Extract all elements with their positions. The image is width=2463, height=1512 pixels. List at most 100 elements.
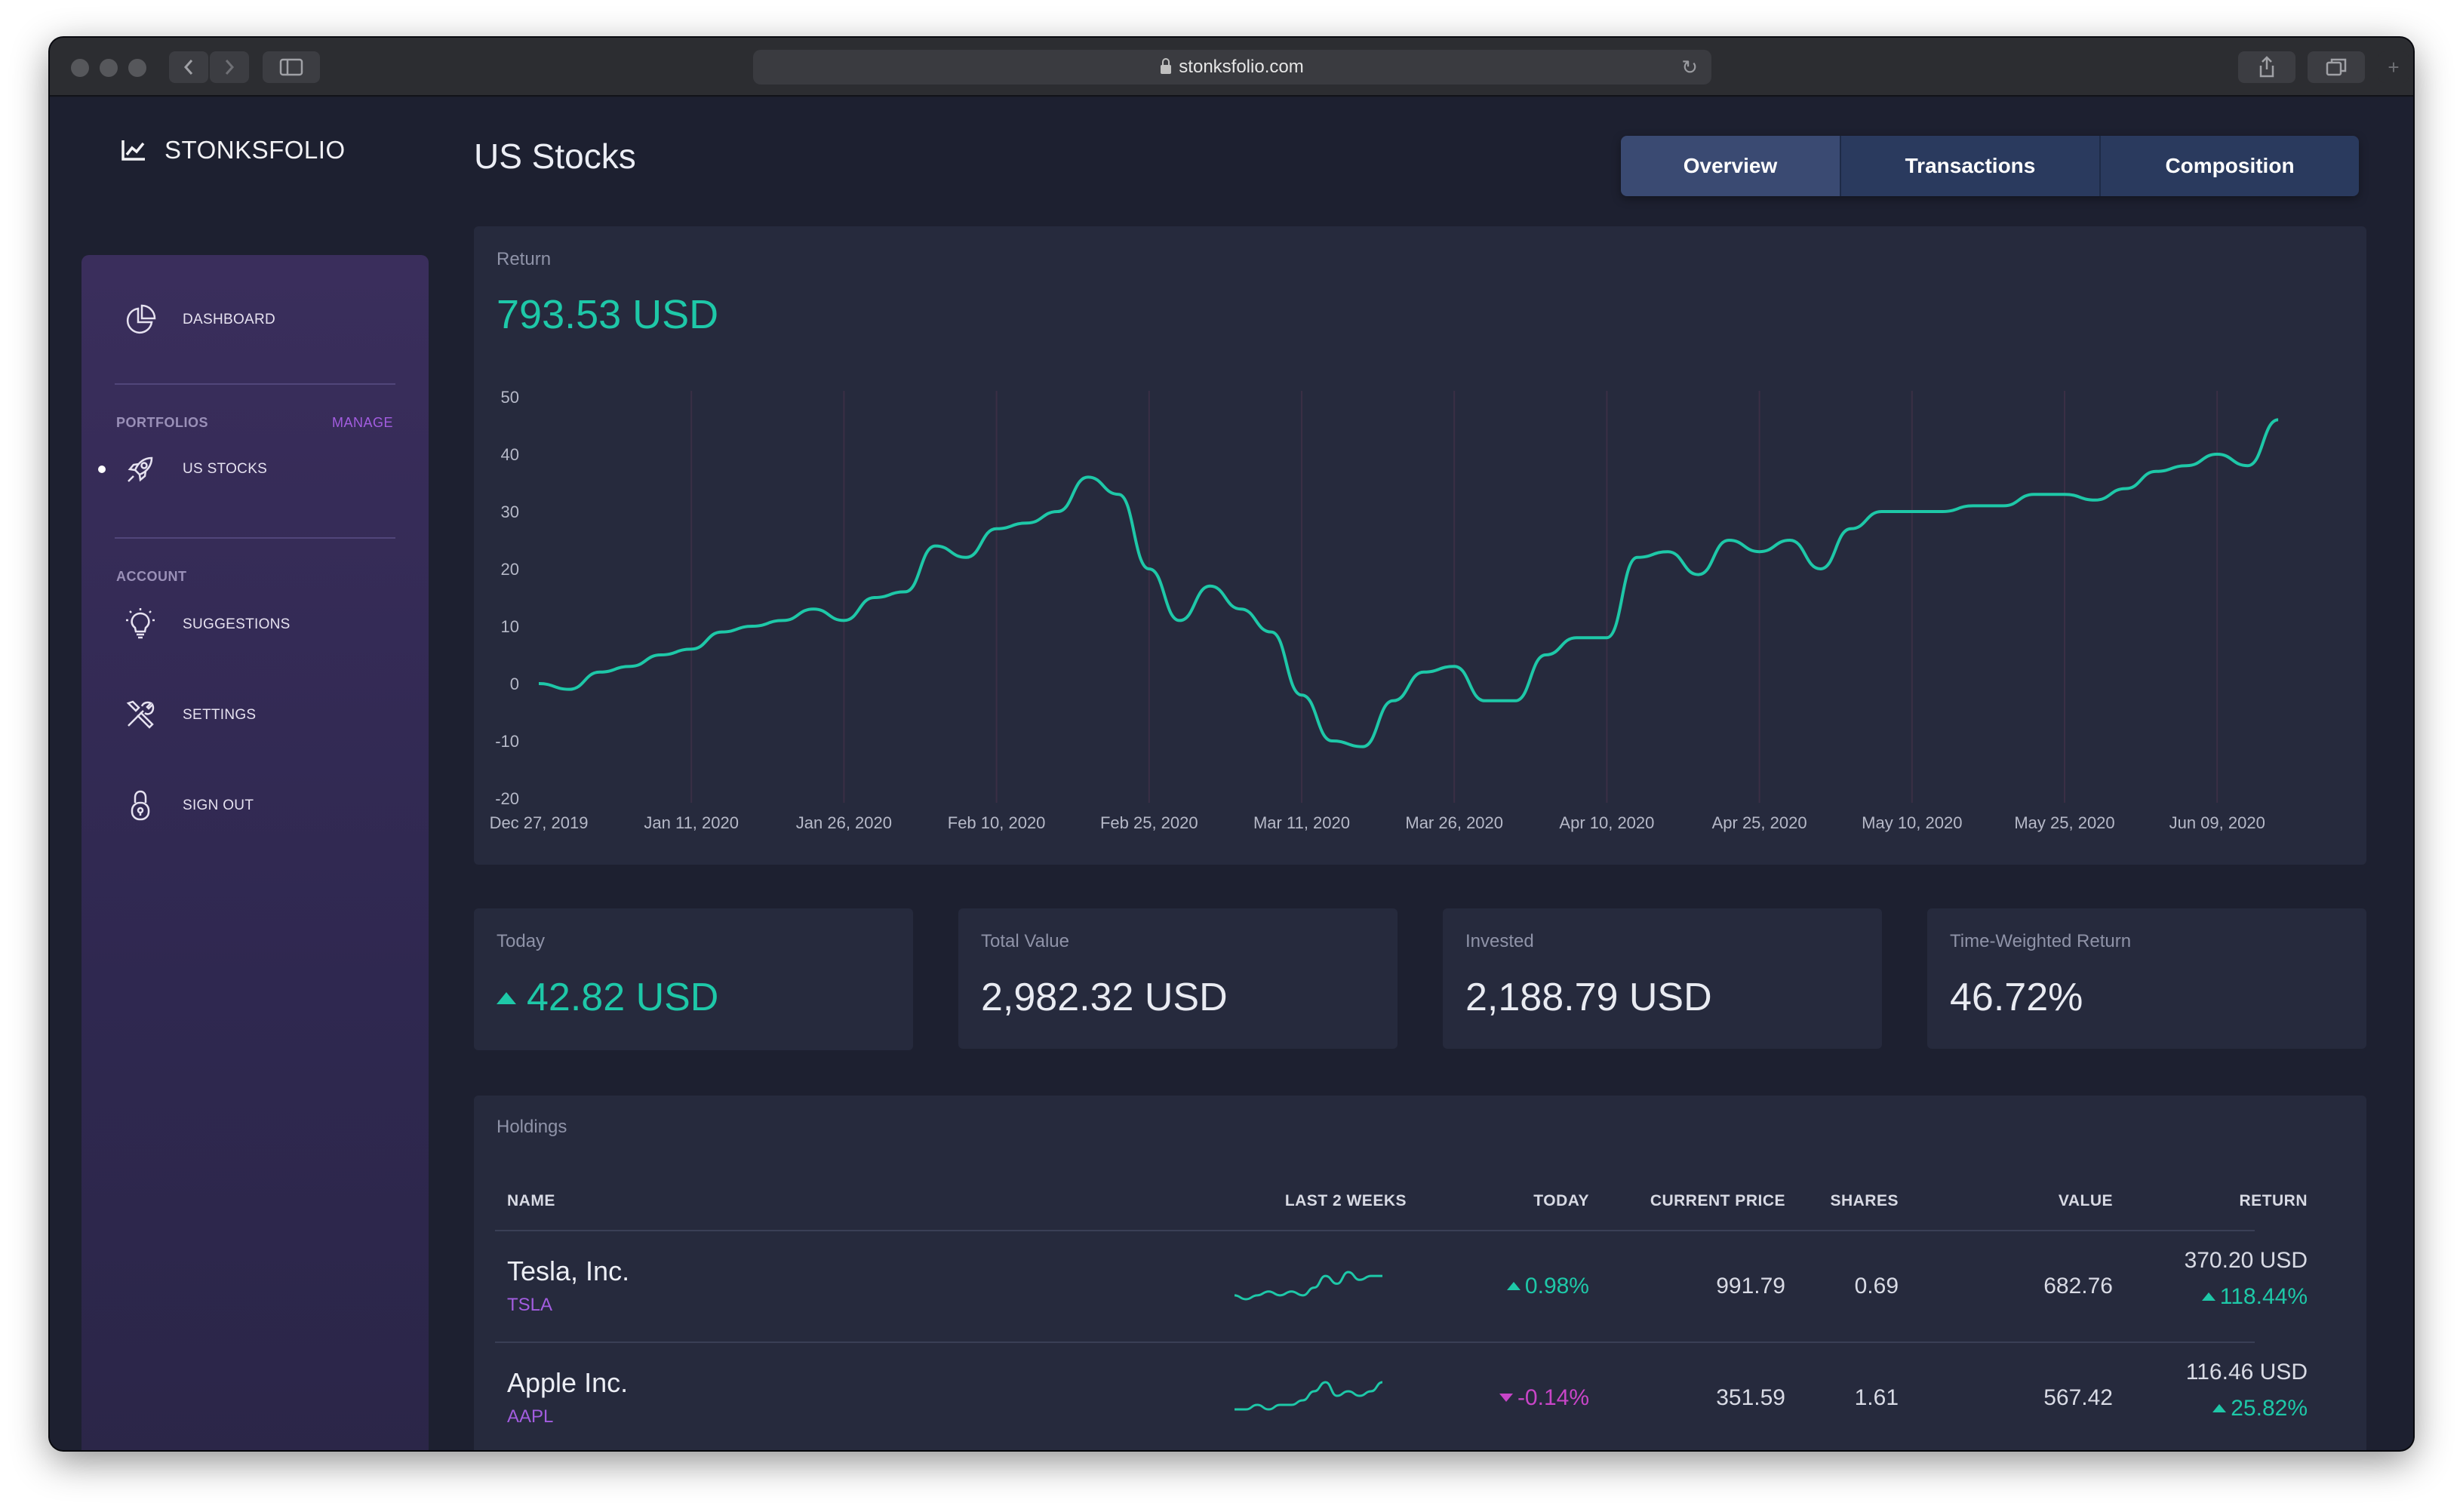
share-button[interactable] [2238, 51, 2295, 83]
return-data-point[interactable] [1175, 616, 1184, 625]
return-data-point[interactable] [687, 644, 696, 653]
stat-card-today: Today 42.82 USD [474, 908, 913, 1050]
column-header-today[interactable]: TODAY [1533, 1192, 1589, 1209]
return-data-point[interactable] [992, 524, 1001, 533]
return-data-point[interactable] [1785, 536, 1794, 545]
return-percent-text: 25.82% [2231, 1396, 2308, 1421]
stat-value: 46.72% [1950, 976, 2083, 1019]
forward-button[interactable] [210, 51, 249, 83]
new-tab-button[interactable]: + [2378, 51, 2409, 83]
tab-transactions[interactable]: Transactions [1841, 136, 2101, 196]
return-data-point[interactable] [534, 679, 543, 688]
sidebar-item-dashboard[interactable]: DASHBOARD [124, 303, 275, 337]
sparkline-path [1234, 1381, 1383, 1411]
return-data-point[interactable] [2243, 461, 2252, 470]
stat-card-invested: Invested 2,188.79 USD [1443, 908, 1882, 1049]
return-data-point[interactable] [564, 685, 573, 694]
brand[interactable]: STONKSFOLIO [121, 136, 346, 164]
return-data-point[interactable] [2182, 461, 2191, 470]
today-change-text: 0.98% [1524, 1274, 1589, 1298]
return-data-point[interactable] [1663, 547, 1672, 556]
return-data-point[interactable] [1542, 650, 1551, 659]
return-data-point[interactable] [1694, 570, 1703, 579]
return-data-point[interactable] [900, 587, 909, 596]
close-window-button[interactable] [71, 59, 89, 77]
return-data-point[interactable] [1481, 696, 1490, 705]
return-data-point[interactable] [870, 593, 879, 602]
zoom-window-button[interactable] [128, 59, 146, 77]
return-data-point[interactable] [1267, 628, 1276, 637]
column-header-current-price[interactable]: CURRENT PRICE [1650, 1192, 1785, 1209]
rocket-icon [124, 453, 157, 486]
return-data-point[interactable] [2121, 484, 2130, 493]
holding-value: 682.76 [2043, 1274, 2113, 1298]
return-data-point[interactable] [1084, 472, 1093, 481]
return-data-point[interactable] [809, 604, 818, 613]
return-data-point[interactable] [1938, 507, 1947, 516]
return-data-point[interactable] [1388, 696, 1398, 705]
column-header-name[interactable]: NAME [507, 1192, 555, 1209]
return-data-point[interactable] [1816, 564, 1825, 573]
header-divider [495, 1230, 2255, 1231]
reload-icon[interactable]: ↻ [1681, 56, 1698, 78]
return-data-point[interactable] [1297, 690, 1306, 699]
return-data-point[interactable] [1419, 668, 1428, 677]
return-data-point[interactable] [839, 616, 848, 625]
return-data-point[interactable] [1999, 501, 2008, 510]
return-data-point[interactable] [626, 662, 635, 671]
return-data-point[interactable] [1724, 536, 1733, 545]
return-data-point[interactable] [1511, 696, 1520, 705]
sidebar-item-sign-out[interactable]: SIGN OUT [124, 789, 254, 822]
return-data-point[interactable] [1145, 564, 1154, 573]
return-data-point[interactable] [656, 650, 666, 659]
sidebar-item-suggestions[interactable]: SUGGESTIONS [124, 608, 291, 641]
column-header-return[interactable]: RETURN [2239, 1192, 2308, 1209]
stock-ticker: TSLA [507, 1295, 553, 1315]
return-data-point[interactable] [2274, 415, 2283, 424]
column-header-value[interactable]: VALUE [2058, 1192, 2113, 1209]
tab-overview[interactable]: Overview [1621, 136, 1841, 196]
return-data-point[interactable] [1206, 582, 1215, 591]
return-data-point[interactable] [1602, 633, 1611, 642]
sidebar-toggle-button[interactable] [263, 51, 320, 83]
x-tick-label: Jun 09, 2020 [2169, 813, 2265, 832]
column-header-shares[interactable]: SHARES [1830, 1192, 1899, 1209]
return-data-point[interactable] [718, 628, 727, 637]
return-data-point[interactable] [2090, 496, 2099, 505]
return-data-point[interactable] [2060, 490, 2069, 499]
return-data-point[interactable] [1846, 524, 1856, 533]
return-data-point[interactable] [931, 542, 940, 551]
return-data-point[interactable] [1572, 633, 1581, 642]
return-data-point[interactable] [1969, 501, 1978, 510]
return-data-point[interactable] [1877, 507, 1886, 516]
stat-card-time-weighted-return: Time-Weighted Return 46.72% [1927, 908, 2366, 1049]
return-data-point[interactable] [1755, 547, 1764, 556]
return-data-point[interactable] [1327, 736, 1336, 745]
tab-composition[interactable]: Composition [2101, 136, 2359, 196]
return-data-point[interactable] [2030, 490, 2039, 499]
sidebar-item-us-stocks[interactable]: US STOCKS [124, 453, 267, 486]
return-data-point[interactable] [1633, 553, 1642, 562]
sparkline-path [1234, 1271, 1382, 1301]
return-data-point[interactable] [779, 616, 788, 625]
return-data-point[interactable] [1114, 490, 1123, 499]
return-data-point[interactable] [1053, 507, 1062, 516]
return-data-point[interactable] [1908, 507, 1917, 516]
return-data-point[interactable] [2212, 450, 2222, 459]
tabs-overview-button[interactable] [2308, 51, 2365, 83]
minimize-window-button[interactable] [100, 59, 118, 77]
return-data-point[interactable] [961, 553, 970, 562]
return-data-point[interactable] [1450, 662, 1459, 671]
return-data-point[interactable] [1358, 742, 1367, 751]
return-data-point[interactable] [1236, 604, 1245, 613]
column-header-last-2-weeks[interactable]: LAST 2 WEEKS [1284, 1192, 1407, 1209]
x-tick-label: Mar 11, 2020 [1253, 813, 1350, 832]
back-button[interactable] [169, 51, 208, 83]
return-data-point[interactable] [748, 622, 757, 631]
manage-portfolios-link[interactable]: MANAGE [332, 415, 394, 430]
return-data-point[interactable] [595, 668, 604, 677]
address-bar[interactable]: stonksfolio.com ↻ [753, 50, 1711, 85]
return-data-point[interactable] [1022, 518, 1032, 527]
sidebar-item-settings[interactable]: SETTINGS [124, 699, 256, 732]
return-data-point[interactable] [2151, 467, 2160, 476]
